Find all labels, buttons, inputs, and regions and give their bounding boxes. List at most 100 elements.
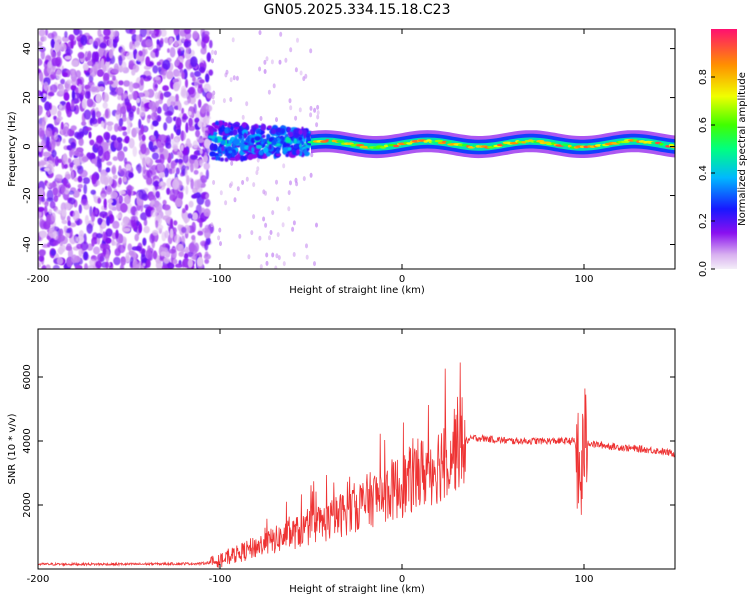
spectrogram-noise-blob: [117, 150, 125, 162]
spectrogram-fringe-blob: [287, 206, 291, 212]
spectrogram-noise-blob: [45, 264, 51, 269]
spectrogram-noise-blob: [58, 84, 65, 95]
spectrogram-band-blob: [241, 122, 247, 128]
spectrogram-noise-blob: [94, 37, 101, 47]
spectrogram-noise-blob: [51, 149, 57, 158]
colorbar-gradient: [711, 29, 737, 269]
spectrogram-fringe-blob: [256, 157, 260, 163]
spectrogram-noise-blob: [177, 151, 183, 156]
spectrogram-noise-blob: [117, 125, 123, 132]
spectrogram-noise-blob: [66, 243, 72, 251]
spectrogram-noise-blob: [62, 126, 70, 137]
spectrogram-noise-blob: [57, 234, 66, 242]
spectrogram-fringe-blob: [267, 89, 271, 95]
spectrogram-fringe-blob: [235, 75, 239, 81]
spectrogram-noise-blob: [99, 173, 107, 185]
spectrogram-noise-blob: [205, 193, 209, 199]
spectrogram-fringe-blob: [316, 114, 320, 120]
spectrogram-fringe-blob: [212, 180, 216, 185]
spectrogram-noise-blob: [198, 66, 206, 73]
colorbar-tick-label: 0.4: [698, 165, 709, 181]
spectrogram-fringe-blob: [232, 75, 236, 81]
spectrogram-fringe-blob: [238, 233, 242, 239]
spectrogram-noise-blob: [140, 143, 147, 155]
spectrogram-noise-blob: [62, 154, 68, 165]
spectrogram-noise-blob: [50, 249, 56, 256]
spectrogram-noise-blob: [174, 59, 180, 67]
spectrogram-fringe-blob: [279, 31, 283, 37]
spectrogram-noise-blob: [71, 254, 78, 264]
spectrogram-fringe-blob: [276, 196, 279, 202]
spectrogram-noise-blob: [116, 214, 122, 219]
spectrogram-noise-blob: [118, 195, 123, 204]
spectrogram-noise-blob: [175, 93, 179, 102]
spectrogram-noise-blob: [103, 29, 111, 37]
spectrogram-fringe-blob: [264, 222, 268, 228]
spectrogram-noise-blob: [180, 144, 184, 152]
spectrogram-noise-blob: [170, 133, 174, 140]
spectrogram-noise-blob: [123, 157, 128, 164]
spectrogram-noise-blob: [146, 29, 152, 37]
snr-y-tick-label: 6000: [22, 364, 33, 389]
spectrogram-noise-blob: [103, 72, 110, 81]
spectrogram-noise-blob: [152, 145, 158, 150]
spectrogram-noise-blob: [50, 38, 56, 49]
spectrogram-noise-blob: [123, 146, 128, 152]
spectrogram-noise-blob: [78, 138, 84, 147]
spectrogram-noise-blob: [131, 33, 138, 42]
spectrogram-noise-blob: [110, 191, 118, 199]
spectrogram-noise-blob: [163, 122, 168, 131]
spectrogram-noise-blob: [54, 41, 60, 53]
spectrogram-noise-blob: [198, 120, 202, 128]
spectrogram-noise-blob: [158, 134, 167, 141]
spectrogram-noise-blob: [134, 127, 140, 134]
spectrogram-fringe-blob: [211, 58, 214, 64]
spectrogram-noise-blob: [174, 198, 183, 208]
spectrogram-noise-blob: [176, 128, 181, 136]
spectrogram-noise-blob: [56, 257, 64, 265]
spectrogram-noise-blob: [185, 46, 191, 54]
spectrogram-noise-blob: [49, 182, 57, 188]
spectrogram-noise-blob: [146, 75, 153, 81]
spectrogram-noise-blob: [43, 167, 50, 172]
spectrogram-noise-blob: [146, 169, 153, 178]
spectrogram-noise-blob: [190, 49, 195, 57]
spectrogram-noise-blob: [152, 229, 159, 236]
spectrogram-y-tick-label: 20: [22, 91, 33, 104]
spectrogram-noise-blob: [43, 81, 49, 92]
spectrogram-noise-blob: [209, 39, 213, 49]
spectrogram-noise-blob: [188, 125, 196, 131]
spectrogram-noise-blob: [82, 177, 91, 185]
spectrogram-noise-blob: [178, 158, 184, 164]
spectrogram-fringe-blob: [298, 107, 302, 113]
spectrogram-fringe-blob: [275, 253, 279, 259]
spectrogram-noise-blob: [184, 29, 191, 35]
spectrogram-noise-blob: [69, 162, 74, 168]
spectrogram-noise-blob: [57, 110, 62, 118]
spectrogram-band-blob: [287, 131, 294, 137]
spectrogram-band-blob: [254, 136, 261, 141]
spectrogram-noise-blob: [128, 81, 134, 93]
spectrogram-noise-blob: [188, 242, 196, 253]
spectrogram-noise-blob: [138, 189, 147, 200]
spectrogram-noise-blob: [188, 200, 194, 208]
snr-x-tick-label: -200: [27, 574, 50, 585]
spectrogram-noise-blob: [164, 230, 169, 239]
spectrogram-noise-blob: [80, 35, 88, 46]
spectrogram-noise-blob: [125, 163, 132, 171]
spectrogram-fringe-blob: [274, 265, 278, 269]
spectrogram-fringe-blob: [278, 59, 282, 65]
spectrogram-noise-blob: [150, 111, 158, 121]
spectrogram-noise-blob: [115, 109, 121, 115]
spectrogram-noise-blob: [160, 251, 167, 257]
spectrogram-noise-blob: [182, 208, 186, 214]
spectrogram-noise-blob: [110, 78, 119, 88]
spectrogram-noise-blob: [160, 38, 164, 44]
spectrogram-fringe-blob: [265, 56, 269, 62]
spectrogram-noise-blob: [90, 189, 96, 195]
spectrogram-noise-blob: [55, 68, 62, 80]
spectrogram-noise-blob: [108, 38, 113, 48]
spectrogram-fringe-blob: [252, 182, 256, 188]
spectrogram-noise-blob: [172, 227, 177, 234]
spectrogram-noise-blob: [202, 155, 209, 163]
